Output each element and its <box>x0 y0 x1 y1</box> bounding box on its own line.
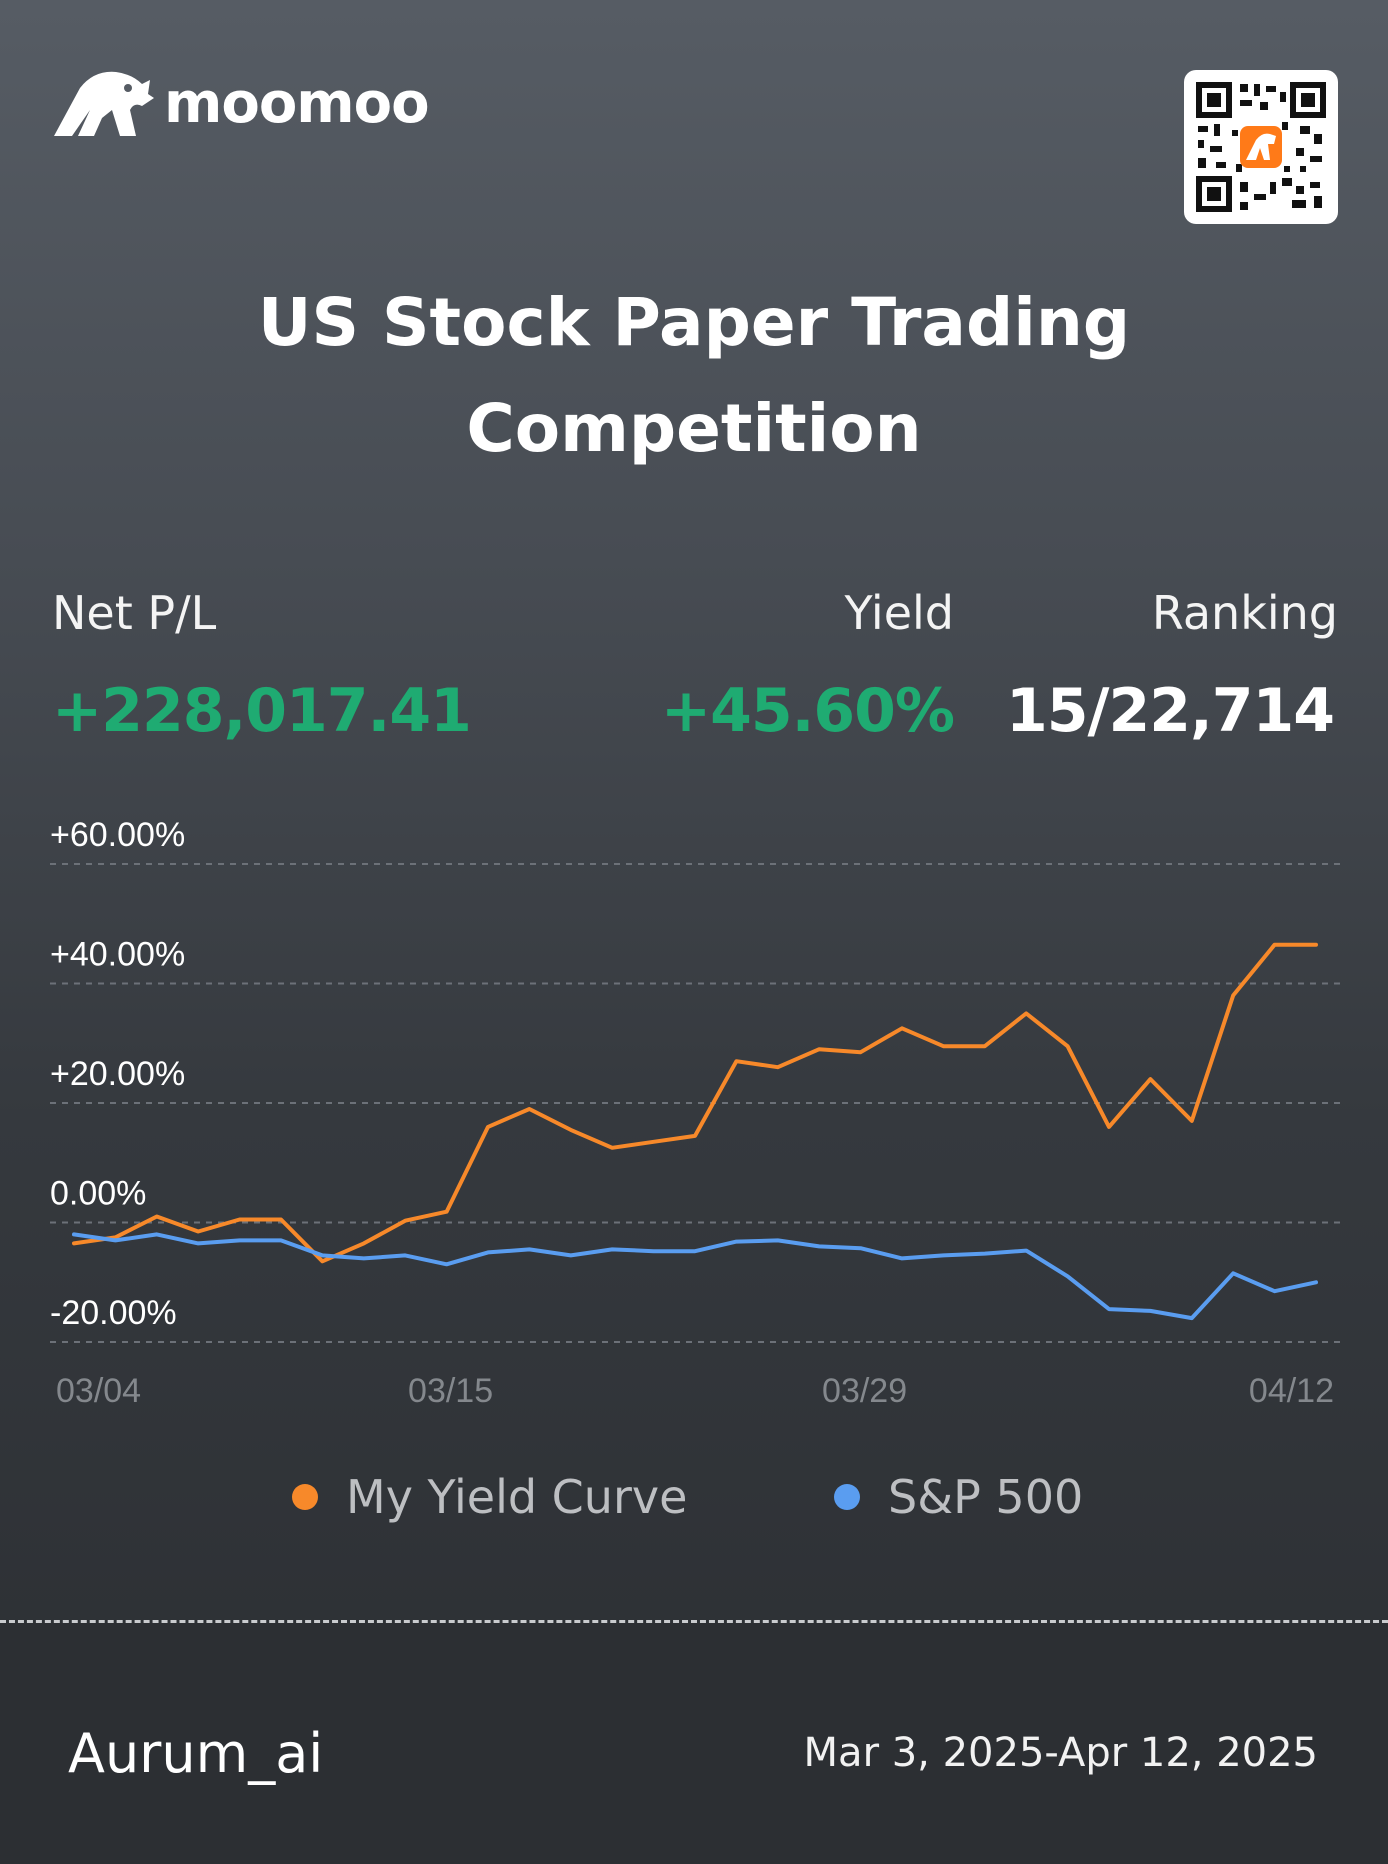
brand-name: moomoo <box>164 70 430 136</box>
net-pl-value: +228,017.41 <box>52 676 472 746</box>
net-pl-label: Net P/L <box>52 586 217 640</box>
legend-dot-blue <box>834 1484 860 1510</box>
qr-code <box>1184 70 1338 224</box>
series-line-my-yield-curve <box>72 942 1318 1264</box>
title-line-2: Competition <box>466 390 922 467</box>
moomoo-bull-logo-icon <box>54 71 154 136</box>
y-tick-label: +20.00% <box>50 1055 185 1093</box>
username: Aurum_ai <box>68 1722 324 1785</box>
footer <box>0 1623 1388 1864</box>
y-tick-label: -20.00% <box>50 1294 177 1332</box>
legend-label-sp500: S&P 500 <box>888 1470 1084 1524</box>
ranking-label: Ranking <box>1151 586 1338 640</box>
x-tick-label: 04/12 <box>1249 1372 1334 1410</box>
ranking-value: 15/22,714 <box>1006 676 1335 746</box>
yield-value: +45.60% <box>660 676 955 746</box>
brand: moomoo <box>50 66 430 140</box>
yield-chart: +60.00% +40.00% +20.00% 0.00% -20.00% 03/04 03… <box>50 816 1340 1410</box>
y-tick-label: +60.00% <box>50 816 185 854</box>
x-tick-label: 03/15 <box>408 1372 493 1410</box>
x-tick-label: 03/29 <box>822 1372 907 1410</box>
legend-label-my-yield-curve: My Yield Curve <box>346 1470 688 1524</box>
legend-my-yield-curve: My Yield Curve <box>292 1470 687 1524</box>
title-line-1: US Stock Paper Trading <box>257 284 1131 361</box>
legend-dot-orange <box>292 1484 318 1510</box>
y-tick-label: 0.00% <box>50 1175 146 1213</box>
x-tick-label: 03/04 <box>56 1372 141 1410</box>
dashed-divider <box>0 1620 1388 1623</box>
page-title: US Stock Paper Trading Competition <box>0 270 1388 482</box>
series-line-sp500 <box>72 1232 1318 1321</box>
legend-sp500: S&P 500 <box>834 1470 1083 1524</box>
y-tick-label: +40.00% <box>50 936 185 974</box>
date-range: Mar 3, 2025-Apr 12, 2025 <box>803 1730 1318 1776</box>
qr-code-icon <box>1196 82 1326 212</box>
yield-label: Yield <box>844 586 954 640</box>
